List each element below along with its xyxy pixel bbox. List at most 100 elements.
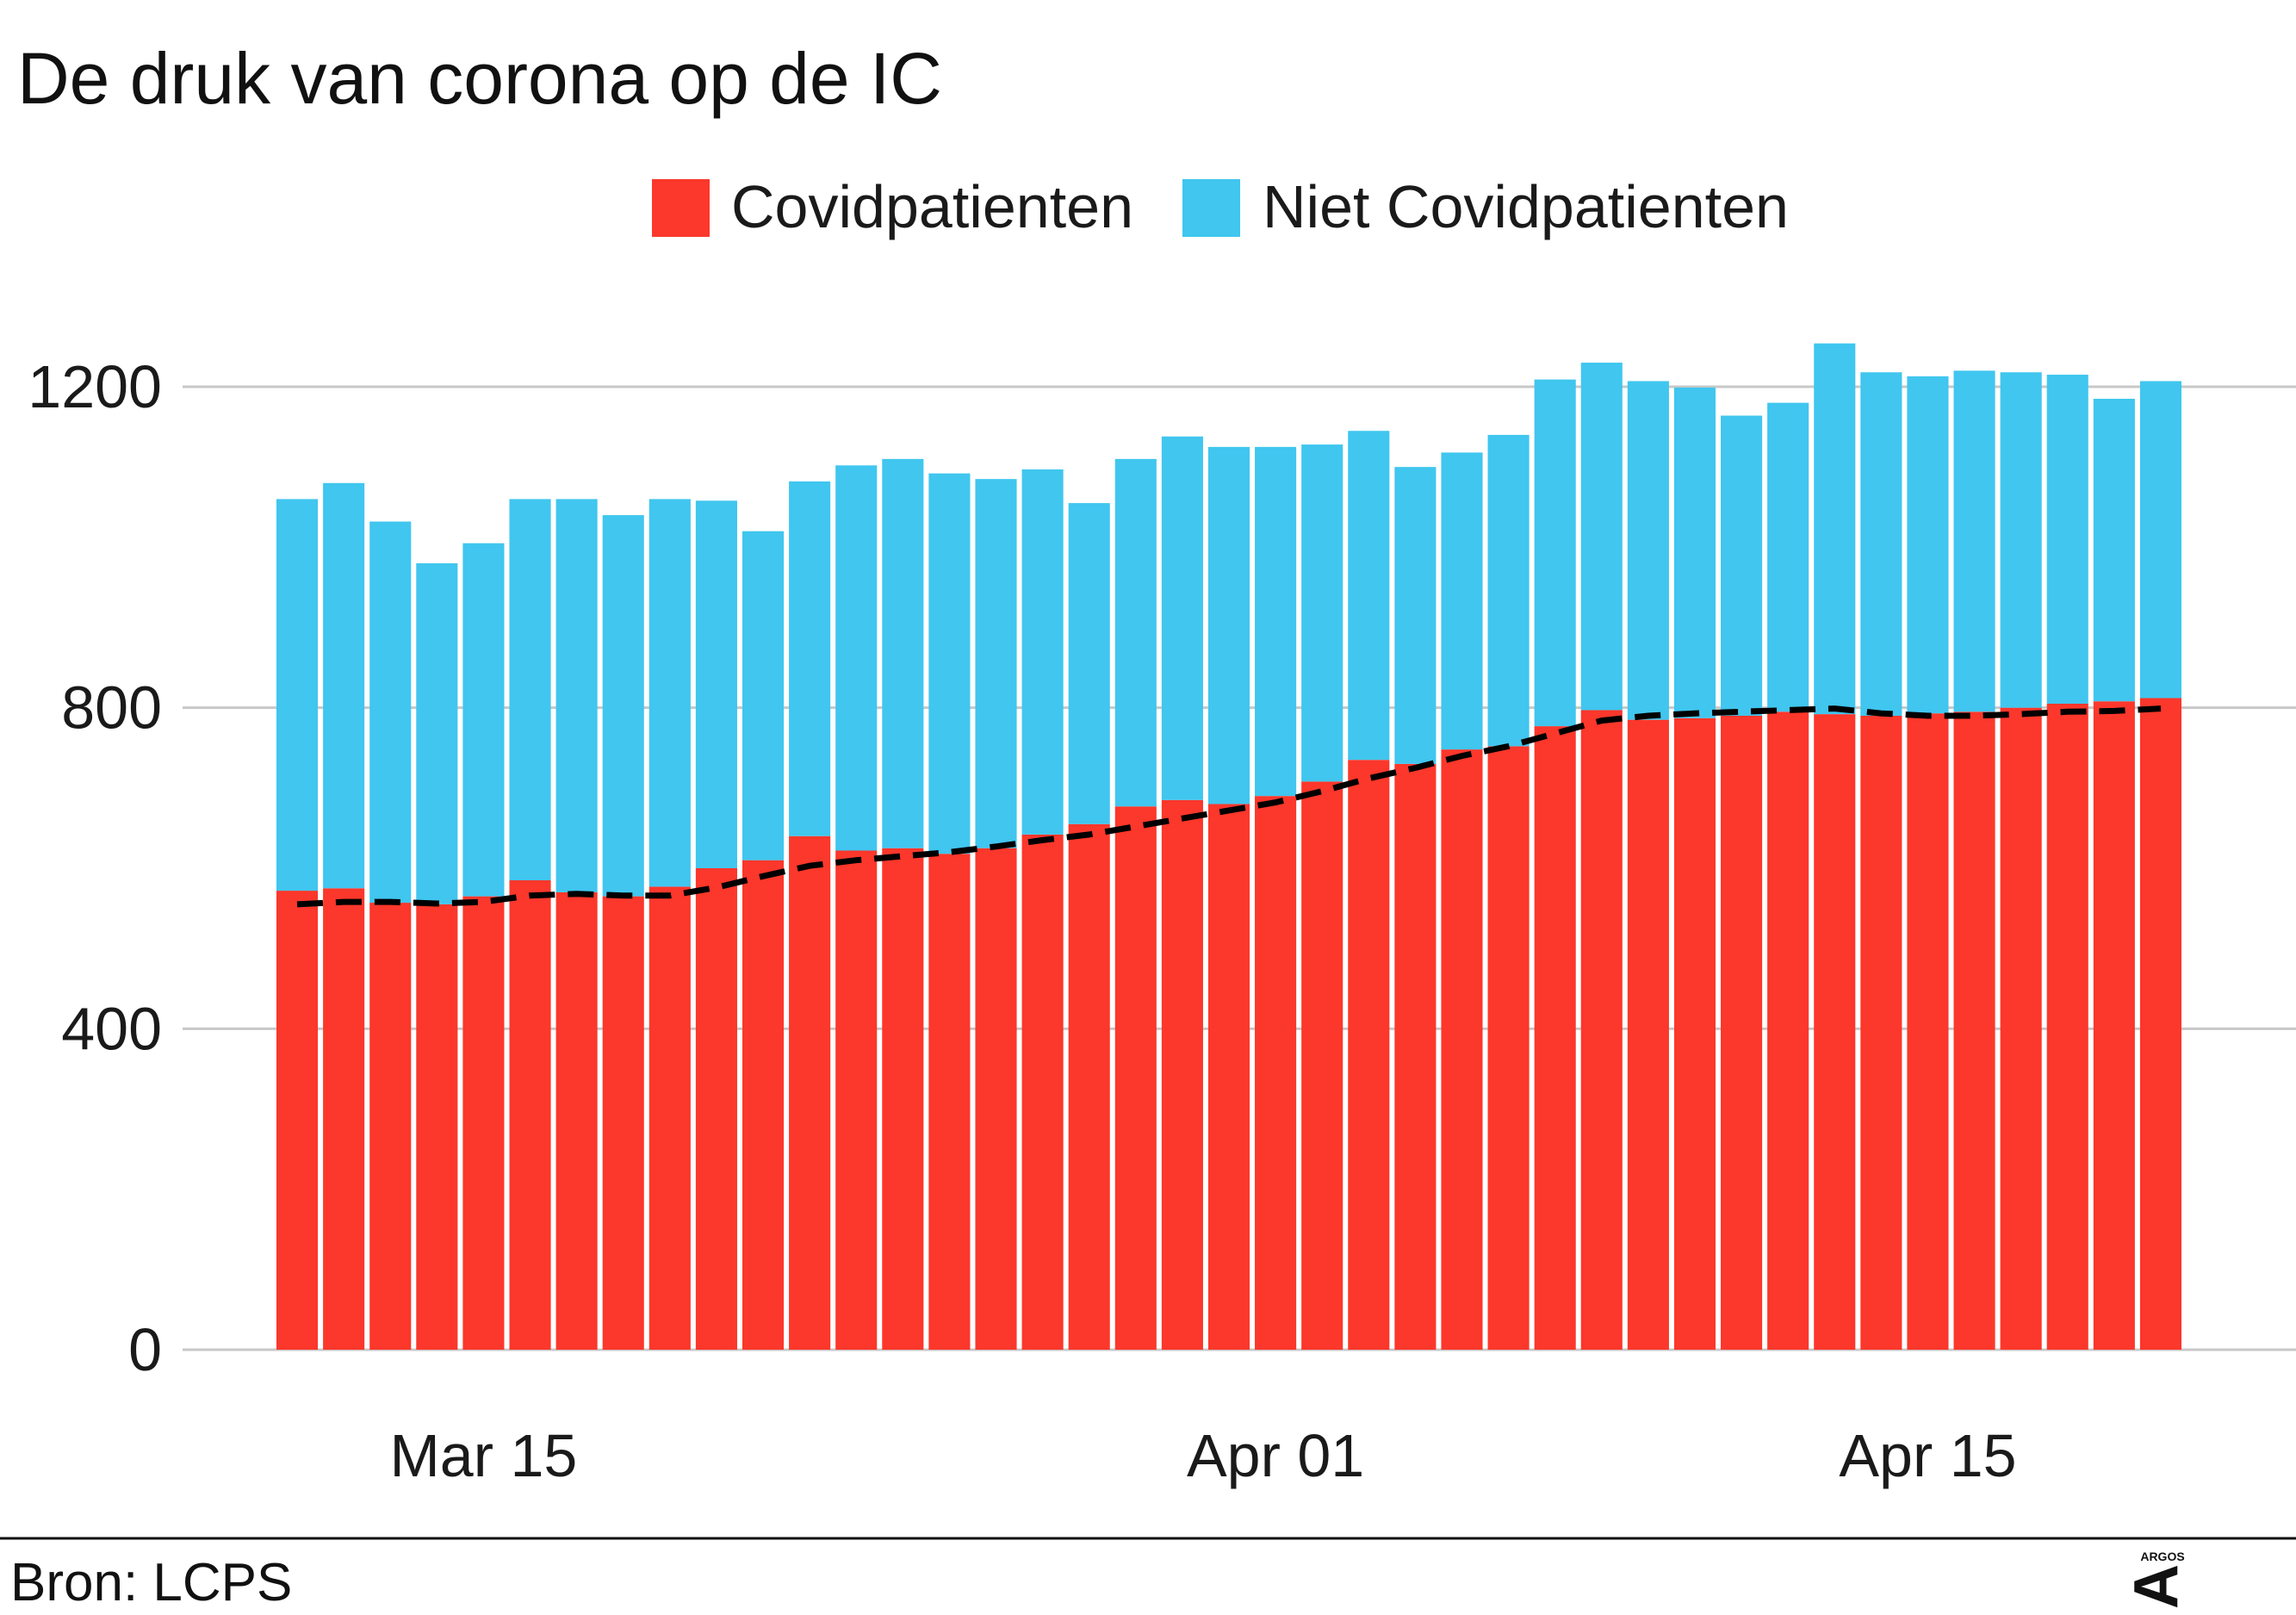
source-note: Bron: LCPS bbox=[10, 1553, 292, 1612]
bar-covid bbox=[789, 835, 831, 1350]
bar-covid bbox=[416, 904, 458, 1350]
bar-non-covid bbox=[1627, 381, 1669, 720]
bar-non-covid bbox=[789, 481, 831, 836]
bar-non-covid bbox=[276, 499, 319, 891]
bar-covid bbox=[369, 903, 412, 1350]
bar-non-covid bbox=[835, 465, 878, 851]
bar-non-covid bbox=[2000, 372, 2042, 708]
bar-non-covid bbox=[323, 482, 365, 889]
bar-covid bbox=[2046, 704, 2088, 1350]
bar-covid bbox=[509, 879, 551, 1350]
x-axis-ticks: Mar 15 Apr 01 Apr 15 bbox=[390, 1422, 2017, 1489]
y-tick-label: 1200 bbox=[28, 353, 162, 420]
argos-logo-glyph: A bbox=[2122, 1564, 2191, 1609]
bar-covid bbox=[882, 848, 924, 1350]
bar-non-covid bbox=[1860, 372, 1902, 716]
y-tick-label: 400 bbox=[61, 995, 162, 1062]
bar-non-covid bbox=[1441, 452, 1483, 750]
bar-non-covid bbox=[602, 515, 644, 897]
bar-covid bbox=[1534, 726, 1576, 1350]
bar-covid bbox=[1953, 711, 1995, 1350]
bar-covid bbox=[1394, 763, 1437, 1350]
bar-non-covid bbox=[1721, 415, 1763, 716]
bar-covid bbox=[695, 867, 737, 1350]
bar-non-covid bbox=[1394, 467, 1437, 764]
bar-non-covid bbox=[975, 479, 1017, 848]
bar-covid bbox=[648, 886, 691, 1350]
legend-swatch-non-covid bbox=[1182, 179, 1240, 237]
legend-swatch-covid bbox=[652, 179, 710, 237]
bar-non-covid bbox=[2093, 398, 2135, 702]
bar-covid bbox=[835, 850, 878, 1350]
argos-logo: ARGOS A bbox=[2122, 1550, 2191, 1609]
bar-non-covid bbox=[695, 500, 737, 868]
bar-covid bbox=[975, 848, 1017, 1350]
x-tick-label: Mar 15 bbox=[390, 1422, 578, 1489]
bar-covid bbox=[276, 891, 319, 1350]
bar-covid bbox=[1860, 715, 1902, 1350]
bar-covid bbox=[602, 896, 644, 1350]
bar-covid bbox=[1301, 781, 1343, 1350]
bar-non-covid bbox=[2046, 375, 2088, 705]
bar-non-covid bbox=[509, 499, 551, 880]
bar-non-covid bbox=[1580, 363, 1623, 711]
bar-covid bbox=[1767, 711, 1809, 1350]
bar-non-covid bbox=[928, 473, 971, 854]
bar-non-covid bbox=[555, 499, 598, 892]
y-tick-label: 0 bbox=[128, 1316, 162, 1383]
bar-covid bbox=[1627, 719, 1669, 1350]
bar-covid bbox=[742, 860, 785, 1350]
bar-covid bbox=[1814, 714, 1856, 1350]
x-tick-label: Apr 15 bbox=[1839, 1422, 2016, 1489]
bar-non-covid bbox=[1348, 431, 1390, 761]
bars bbox=[276, 343, 2181, 1350]
bar-covid bbox=[1255, 796, 1297, 1350]
bar-covid bbox=[1673, 717, 1716, 1350]
y-tick-label: 800 bbox=[61, 674, 162, 742]
chart-title: De druk van corona op de IC bbox=[17, 38, 942, 119]
argos-logo-wordmark: ARGOS bbox=[2140, 1550, 2184, 1563]
bar-covid bbox=[323, 888, 365, 1350]
legend-label-non-covid: Niet Covidpatienten bbox=[1263, 173, 1789, 240]
x-tick-label: Apr 01 bbox=[1187, 1422, 1364, 1489]
bar-non-covid bbox=[1534, 379, 1576, 727]
bar-covid bbox=[555, 891, 598, 1350]
bar-covid bbox=[1114, 806, 1157, 1350]
bar-non-covid bbox=[1114, 458, 1157, 807]
bar-non-covid bbox=[2139, 381, 2181, 699]
bar-non-covid bbox=[1301, 444, 1343, 782]
legend: Covidpatienten Niet Covidpatienten bbox=[652, 173, 1789, 240]
bar-non-covid bbox=[1068, 503, 1110, 824]
bar-covid bbox=[928, 854, 971, 1350]
bar-covid bbox=[2139, 698, 2181, 1350]
bar-covid bbox=[1021, 834, 1064, 1350]
bar-covid bbox=[1487, 746, 1530, 1350]
bar-non-covid bbox=[1814, 343, 1856, 715]
bar-covid bbox=[462, 896, 505, 1350]
bar-non-covid bbox=[1907, 376, 1949, 714]
bar-covid bbox=[1580, 710, 1623, 1350]
bar-covid bbox=[1348, 760, 1390, 1350]
y-axis-ticks: 0 400 800 1200 bbox=[28, 353, 162, 1383]
bar-non-covid bbox=[1255, 446, 1297, 797]
bar-covid bbox=[1907, 713, 1949, 1350]
bar-covid bbox=[2000, 707, 2042, 1350]
bar-covid bbox=[1721, 715, 1763, 1350]
legend-label-covid: Covidpatienten bbox=[731, 173, 1133, 240]
bar-non-covid bbox=[416, 562, 458, 904]
bar-covid bbox=[1068, 823, 1110, 1350]
trend-line bbox=[296, 705, 2162, 908]
bar-non-covid bbox=[1161, 436, 1203, 800]
bar-covid bbox=[1207, 804, 1250, 1350]
bar-non-covid bbox=[1487, 434, 1530, 747]
bar-non-covid bbox=[742, 531, 785, 860]
bar-non-covid bbox=[882, 458, 924, 848]
bar-non-covid bbox=[1021, 469, 1064, 835]
bar-non-covid bbox=[369, 521, 412, 904]
bar-non-covid bbox=[1953, 370, 1995, 712]
bar-covid bbox=[1161, 799, 1203, 1350]
bar-covid bbox=[2093, 701, 2135, 1350]
bar-non-covid bbox=[1673, 387, 1716, 718]
bar-non-covid bbox=[462, 543, 505, 897]
